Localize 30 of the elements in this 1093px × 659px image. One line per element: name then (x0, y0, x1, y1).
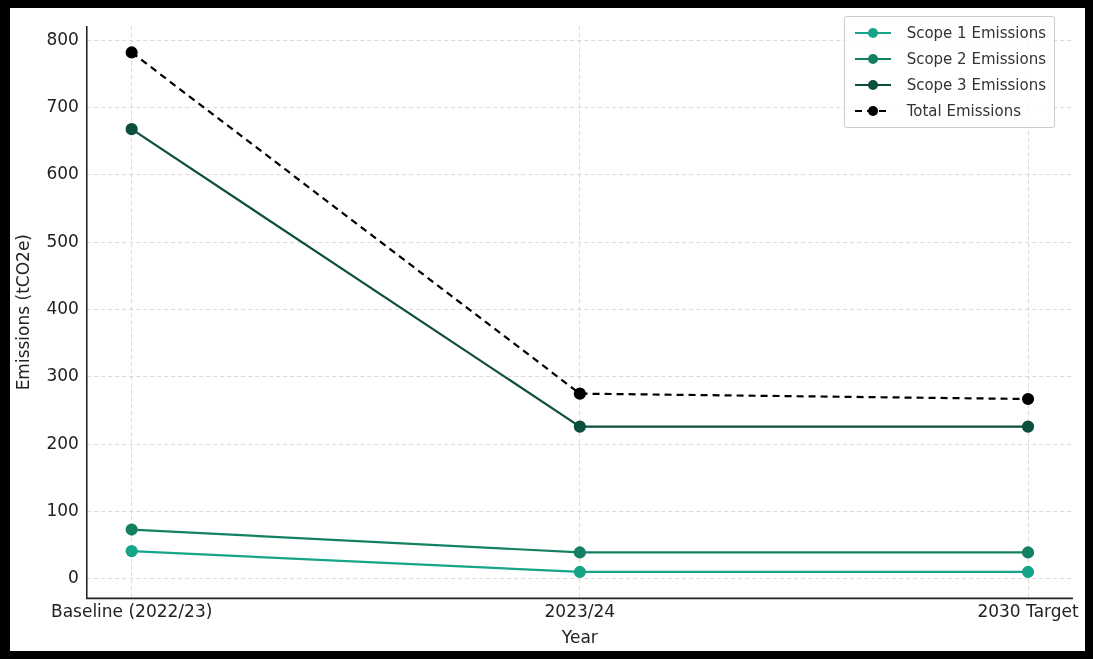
legend-label: Total Emissions (906, 102, 1022, 120)
x-axis-title: Year (560, 627, 598, 648)
y-tick-label: 400 (46, 297, 79, 318)
point (125, 544, 138, 558)
y-tick-label: 300 (46, 365, 79, 386)
x-tick-label: Baseline (2022/23) (50, 600, 213, 621)
legend-label: Scope 1 Emissions (906, 24, 1046, 42)
point (1021, 546, 1035, 559)
point (573, 387, 586, 400)
y-tick-label: 100 (46, 499, 79, 520)
y-tick-label: 600 (46, 163, 79, 184)
y-tick-label: 200 (46, 432, 79, 453)
x-tick-label: 2030 Target (977, 600, 1080, 621)
point (573, 565, 586, 579)
y-tick-label: 0 (68, 567, 79, 588)
point (125, 46, 138, 59)
legend-label: Scope 3 Emissions (906, 76, 1046, 94)
y-tick-label: 800 (46, 28, 79, 49)
y-axis-title: Emissions (tCO2e) (12, 234, 33, 391)
point (125, 523, 138, 536)
point (125, 123, 138, 136)
x-tick-label: 2023/24 (544, 600, 616, 621)
legend-label: Scope 2 Emissions (906, 50, 1046, 68)
point (1021, 565, 1035, 579)
point (1021, 392, 1035, 406)
point (1021, 420, 1035, 433)
point (573, 420, 586, 433)
point (573, 546, 586, 559)
y-tick-label: 700 (46, 96, 79, 117)
y-tick-label: 500 (46, 230, 79, 251)
